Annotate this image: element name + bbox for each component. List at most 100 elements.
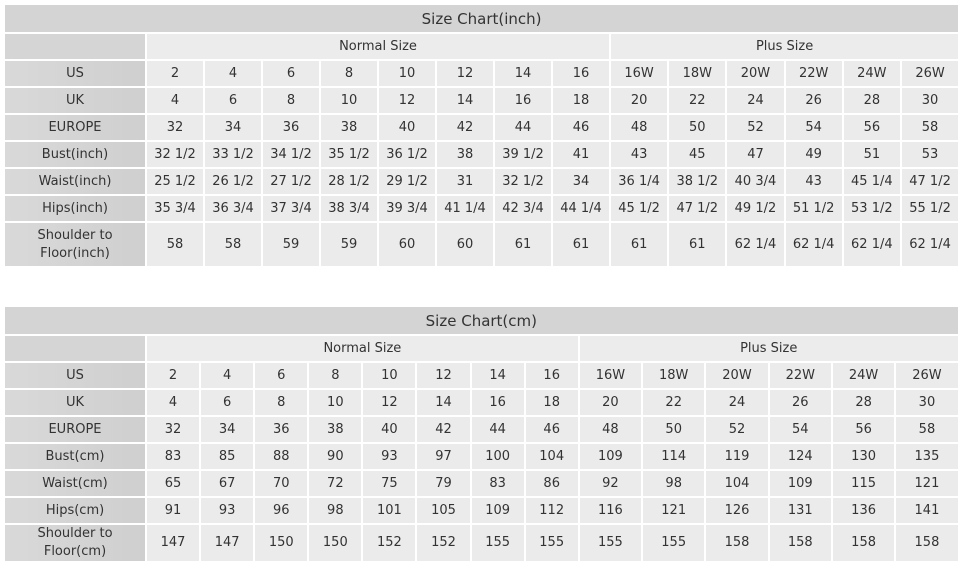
table-cell: 44	[469, 415, 526, 444]
table-cell: 18W	[667, 59, 728, 88]
table-cell: 36 1/2	[377, 140, 437, 169]
group-header-row: Normal Size Plus Size	[3, 334, 960, 363]
table-cell: 42	[415, 415, 472, 444]
table-cell: 36	[261, 113, 321, 142]
table-cell: 43	[608, 140, 670, 169]
table-cell: 31	[435, 167, 495, 196]
table-cell: 44 1/4	[551, 194, 611, 223]
table-cell: 109	[577, 442, 644, 471]
table-cell: 16	[523, 361, 580, 390]
table-cell: 26W	[894, 361, 960, 390]
table-cell: 42	[435, 113, 495, 142]
table-cell: 40 3/4	[725, 167, 786, 196]
row-label: Shoulder to Floor(cm)	[3, 523, 147, 563]
table-cell: 58	[203, 221, 263, 268]
header-corner-cell	[3, 334, 147, 363]
table-cell: 4	[199, 361, 256, 390]
table-row: US 2 4 6 8 10 12 14 16 16W 18W 20W 22W 24W 26W	[3, 59, 961, 88]
table-cell: 12	[435, 59, 495, 88]
cm-chart-table: Size Chart(cm) Normal Size Plus Size US 2 4 6 8…	[3, 305, 960, 563]
table-cell: 45	[667, 140, 728, 169]
table-cell: 14	[469, 361, 526, 390]
table-cell: 20W	[704, 361, 770, 390]
table-cell: 38 3/4	[319, 194, 379, 223]
table-cell: 93	[361, 442, 418, 471]
table-cell: 48	[577, 415, 644, 444]
table-cell: 53 1/2	[841, 194, 902, 223]
table-row: Bust(cm) 83 85 88 90 93 97 100 104 109 114 119 124 13…	[3, 442, 960, 471]
table-cell: 6	[261, 59, 321, 88]
table-cell: 26W	[899, 59, 961, 88]
table-cell: 100	[469, 442, 526, 471]
table-cell: 10	[361, 361, 418, 390]
table-cell: 8	[307, 361, 364, 390]
table-cell: 43	[783, 167, 844, 196]
table-cell: 52	[704, 415, 770, 444]
table-cell: 155	[641, 523, 707, 563]
table-cell: 158	[830, 523, 897, 563]
table-cell: 115	[830, 469, 897, 498]
row-label: Waist(cm)	[3, 469, 147, 498]
table-cell: 35 1/2	[319, 140, 379, 169]
table-cell: 47 1/2	[899, 167, 961, 196]
table-cell: 33 1/2	[203, 140, 263, 169]
table-cell: 24	[704, 388, 770, 417]
table-cell: 34	[551, 167, 611, 196]
row-label: Shoulder to Floor(inch)	[3, 221, 147, 268]
table-cell: 83	[144, 442, 202, 471]
table-cell: 62 1/4	[899, 221, 961, 268]
table-cell: 18W	[641, 361, 707, 390]
table-row: Shoulder to Floor(inch) 58 58 59 59 60 60 61 61 6…	[3, 221, 961, 268]
table-cell: 44	[493, 113, 553, 142]
table-cell: 28 1/2	[319, 167, 379, 196]
table-cell: 46	[551, 113, 611, 142]
table-cell: 114	[641, 442, 707, 471]
group-header-normal: Normal Size	[145, 334, 580, 363]
table-cell: 62 1/4	[725, 221, 786, 268]
table-cell: 96	[253, 496, 310, 525]
table-cell: 16	[551, 59, 611, 88]
table-cell: 18	[551, 86, 611, 115]
title-row: Size Chart(cm)	[3, 305, 960, 336]
table-cell: 109	[469, 496, 526, 525]
table-cell: 16W	[577, 361, 644, 390]
table-cell: 85	[199, 442, 256, 471]
table-cell: 38	[307, 415, 364, 444]
table-cell: 36	[253, 415, 310, 444]
table-row: Hips(inch) 35 3/4 36 3/4 37 3/4 38 3/4 39 3/4…	[3, 194, 961, 223]
table-cell: 104	[704, 469, 770, 498]
table-cell: 4	[203, 59, 263, 88]
group-header-normal: Normal Size	[145, 32, 611, 61]
table-cell: 24	[725, 86, 786, 115]
table-cell: 22W	[767, 361, 833, 390]
table-cell: 59	[319, 221, 379, 268]
inch-chart-table: Size Chart(inch) Normal Size Plus Size US 2 4…	[2, 3, 961, 268]
table-cell: 50	[667, 113, 728, 142]
table-cell: 45 1/4	[841, 167, 902, 196]
table-cell: 20	[577, 388, 644, 417]
table-cell: 29 1/2	[377, 167, 437, 196]
table-row: UK 4 6 8 10 12 14 16 18 20 22 24 26 28 30	[3, 388, 960, 417]
group-header-plus: Plus Size	[577, 334, 960, 363]
table-row: UK 4 6 8 10 12 14 16 18 20 22 24 26 28 30	[3, 86, 961, 115]
table-cell: 47 1/2	[667, 194, 728, 223]
row-label: EUROPE	[3, 415, 147, 444]
table-cell: 152	[415, 523, 472, 563]
table-cell: 130	[830, 442, 897, 471]
table-cell: 158	[767, 523, 833, 563]
row-label: Bust(cm)	[3, 442, 147, 471]
chart-title: Size Chart(inch)	[2, 3, 961, 34]
table-cell: 4	[144, 388, 202, 417]
row-label: US	[3, 361, 147, 390]
table-cell: 58	[899, 113, 961, 142]
table-cell: 56	[841, 113, 902, 142]
table-cell: 116	[577, 496, 644, 525]
table-cell: 147	[199, 523, 256, 563]
table-cell: 49 1/2	[725, 194, 786, 223]
table-cell: 22W	[783, 59, 844, 88]
table-cell: 61	[667, 221, 728, 268]
table-cell: 65	[144, 469, 202, 498]
table-cell: 51 1/2	[783, 194, 844, 223]
table-row: Hips(cm) 91 93 96 98 101 105 109 112 116 121 126 131…	[3, 496, 960, 525]
table-cell: 155	[577, 523, 644, 563]
